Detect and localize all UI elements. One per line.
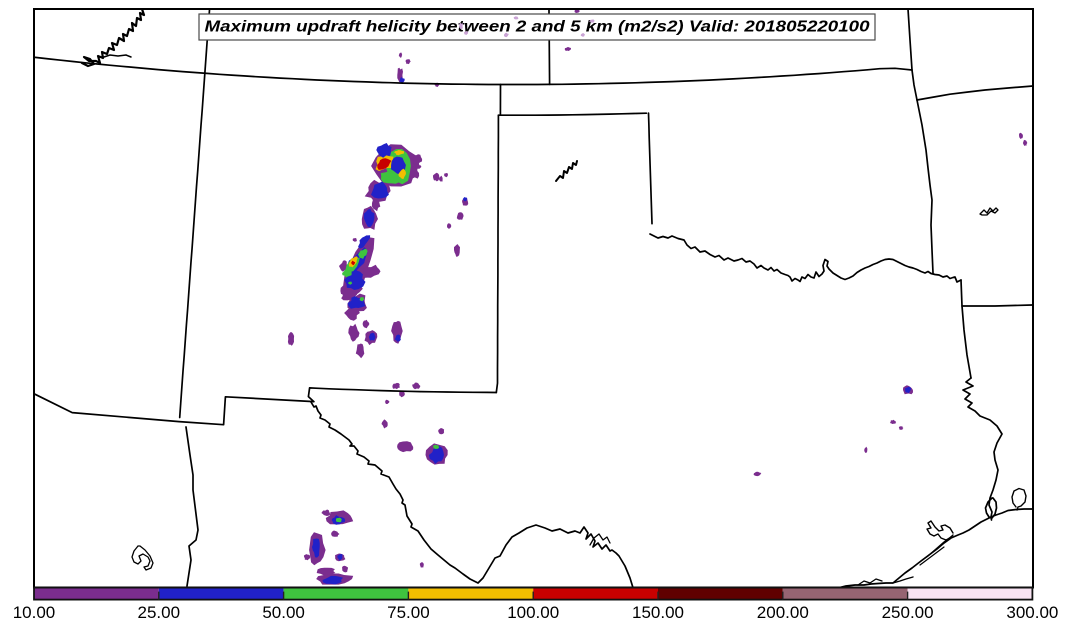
svg-text:50.00: 50.00 (262, 603, 305, 622)
svg-text:200.00: 200.00 (757, 603, 809, 622)
svg-text:10.00: 10.00 (13, 603, 56, 622)
svg-text:300.00: 300.00 (1006, 603, 1058, 622)
svg-text:Maximum updraft helicity betwe: Maximum updraft helicity between 2 and 5… (205, 19, 870, 36)
svg-text:100.00: 100.00 (507, 603, 559, 622)
svg-text:25.00: 25.00 (138, 603, 181, 622)
svg-text:150.00: 150.00 (632, 603, 684, 622)
svg-text:250.00: 250.00 (882, 603, 934, 622)
svg-text:75.00: 75.00 (387, 603, 430, 622)
